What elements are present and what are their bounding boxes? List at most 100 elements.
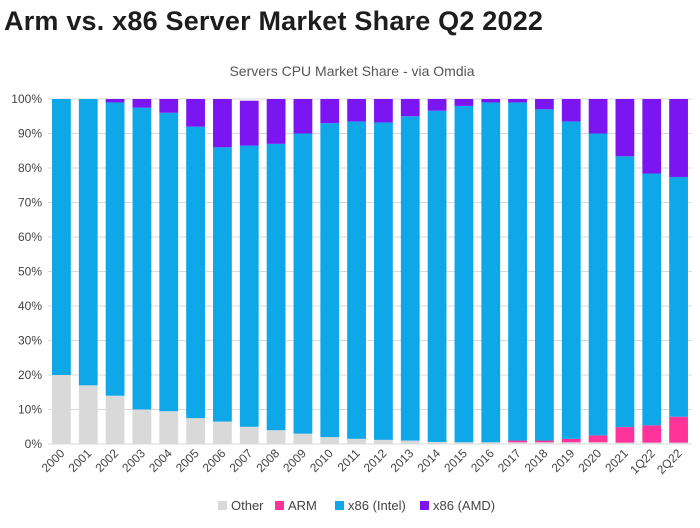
bar-segment-arm bbox=[642, 425, 662, 443]
bar-segment-other bbox=[105, 395, 125, 444]
bar-segment-arm bbox=[508, 440, 527, 443]
legend: Other ARM x86 (Intel) x86 (AMD) bbox=[218, 498, 495, 513]
y-tick-label: 50% bbox=[18, 265, 42, 279]
bar-segment-x86-intel bbox=[481, 102, 501, 443]
bar-segment-other bbox=[508, 442, 527, 444]
x-tick-label: 2005 bbox=[173, 446, 202, 475]
bar-segment-other bbox=[347, 438, 366, 444]
bar-segment-x86-amd bbox=[186, 99, 205, 127]
page-title: Arm vs. x86 Server Market Share Q2 2022 bbox=[4, 6, 544, 36]
bar-segment-x86-intel bbox=[266, 143, 286, 431]
bar-segment-x86-intel bbox=[347, 121, 366, 439]
x-tick-label: 2021 bbox=[602, 446, 631, 475]
bar-segment-other bbox=[615, 442, 635, 444]
bar-segment-x86-intel bbox=[615, 156, 635, 428]
bar-segment-other bbox=[481, 442, 501, 444]
bar-segment-other bbox=[266, 430, 286, 444]
x-tick-label: 2020 bbox=[575, 446, 604, 475]
bar-segment-x86-intel bbox=[186, 126, 205, 419]
x-tick-label: 2006 bbox=[200, 446, 229, 475]
y-tick-label: 80% bbox=[18, 161, 42, 175]
y-tick-label: 30% bbox=[18, 334, 42, 348]
chart-subtitle: Servers CPU Market Share - via Omdia bbox=[229, 63, 474, 79]
bar-segment-other bbox=[293, 433, 313, 444]
bar-segment-other bbox=[454, 442, 474, 444]
bar-segment-x86-amd bbox=[320, 99, 340, 124]
bar-segment-other bbox=[186, 418, 205, 444]
legend-swatch bbox=[275, 501, 284, 510]
bar-segment-x86-amd bbox=[481, 99, 501, 103]
x-tick-label: 2Q22 bbox=[654, 446, 685, 477]
x-tick-label: 2017 bbox=[495, 446, 524, 475]
x-tick-label: 2007 bbox=[227, 446, 256, 475]
bar-segment-x86-intel bbox=[293, 133, 313, 434]
bar-segment-x86-amd bbox=[347, 99, 366, 122]
bar-segment-other bbox=[213, 421, 232, 444]
bar-segment-x86-amd bbox=[642, 99, 662, 174]
chart-container: Servers CPU Market Share - via Omdia 0% 1… bbox=[0, 52, 700, 528]
x-tick-label: 2004 bbox=[146, 446, 175, 475]
bar-segment-x86-intel bbox=[454, 105, 474, 443]
bar-segment-x86-amd bbox=[266, 99, 286, 144]
bar-segment-other bbox=[561, 442, 581, 444]
x-tick-label: 2009 bbox=[280, 446, 309, 475]
y-tick-label: 20% bbox=[18, 368, 42, 382]
y-tick-label: 40% bbox=[18, 299, 42, 313]
bar-segment-x86-amd bbox=[293, 99, 313, 134]
bars bbox=[52, 99, 688, 444]
legend-label: x86 (AMD) bbox=[433, 498, 495, 513]
bar-segment-other bbox=[374, 439, 393, 444]
bar-segment-x86-amd bbox=[669, 99, 688, 177]
bar-segment-other bbox=[535, 442, 554, 444]
y-tick-label: 90% bbox=[18, 127, 42, 141]
bar-segment-other bbox=[132, 409, 152, 444]
bar-segment-other bbox=[400, 440, 420, 444]
bar-segment-arm bbox=[588, 435, 608, 443]
y-tick-label: 100% bbox=[11, 92, 42, 106]
bar-segment-x86-amd bbox=[454, 99, 474, 106]
bar-segment-x86-amd bbox=[427, 99, 447, 111]
y-tick-label: 0% bbox=[25, 437, 43, 451]
bar-segment-x86-intel bbox=[561, 121, 581, 439]
x-tick-label: 2001 bbox=[66, 446, 95, 475]
bar-segment-x86-amd bbox=[508, 99, 527, 103]
bar-segment-x86-intel bbox=[105, 102, 125, 396]
bar-segment-other bbox=[78, 385, 98, 444]
bar-segment-arm bbox=[535, 440, 554, 443]
bar-segment-x86-intel bbox=[642, 173, 662, 426]
bar-segment-x86-intel bbox=[159, 112, 179, 412]
gridlines bbox=[48, 98, 692, 445]
x-tick-label: 2011 bbox=[335, 446, 363, 474]
x-axis: 2000200120022003200420052006200720082009… bbox=[39, 446, 685, 477]
x-tick-label: 2000 bbox=[39, 446, 68, 475]
bar-segment-x86-amd bbox=[132, 99, 152, 108]
x-tick-label: 2010 bbox=[307, 446, 336, 475]
x-tick-label: 2018 bbox=[522, 446, 551, 475]
x-tick-label: 2012 bbox=[361, 446, 390, 475]
bar-segment-x86-intel bbox=[535, 109, 554, 441]
bar-segment-other bbox=[669, 442, 688, 444]
bar-segment-arm bbox=[615, 427, 635, 443]
bar-segment-other bbox=[52, 375, 71, 444]
x-tick-label: 2019 bbox=[549, 446, 578, 475]
bar-segment-arm bbox=[669, 416, 688, 443]
legend-swatch bbox=[218, 501, 227, 510]
y-axis: 0% 10% 20% 30% 40% 50% 60% 70% 80% 90% 100% bbox=[11, 92, 42, 451]
bar-segment-x86-amd bbox=[239, 100, 259, 146]
legend-label: ARM bbox=[288, 498, 317, 513]
y-tick-label: 10% bbox=[18, 403, 42, 417]
x-tick-label: 2014 bbox=[414, 446, 443, 475]
legend-label: Other bbox=[231, 498, 264, 513]
bar-segment-x86-intel bbox=[669, 176, 688, 417]
bar-segment-other bbox=[588, 442, 608, 444]
stacked-bar-chart: Servers CPU Market Share - via Omdia 0% 1… bbox=[11, 63, 692, 513]
bar-segment-x86-amd bbox=[535, 99, 554, 110]
bar-segment-arm bbox=[561, 438, 581, 443]
bar-segment-other bbox=[427, 441, 447, 444]
bar-segment-other bbox=[239, 426, 259, 444]
x-tick-label: 2002 bbox=[92, 446, 121, 475]
bar-segment-x86-intel bbox=[239, 145, 259, 427]
bar-segment-x86-amd bbox=[588, 99, 608, 134]
bar-segment-x86-amd bbox=[400, 99, 420, 117]
bar-segment-x86-amd bbox=[105, 99, 125, 103]
